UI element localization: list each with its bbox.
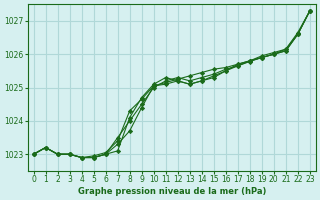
X-axis label: Graphe pression niveau de la mer (hPa): Graphe pression niveau de la mer (hPa) <box>77 187 266 196</box>
